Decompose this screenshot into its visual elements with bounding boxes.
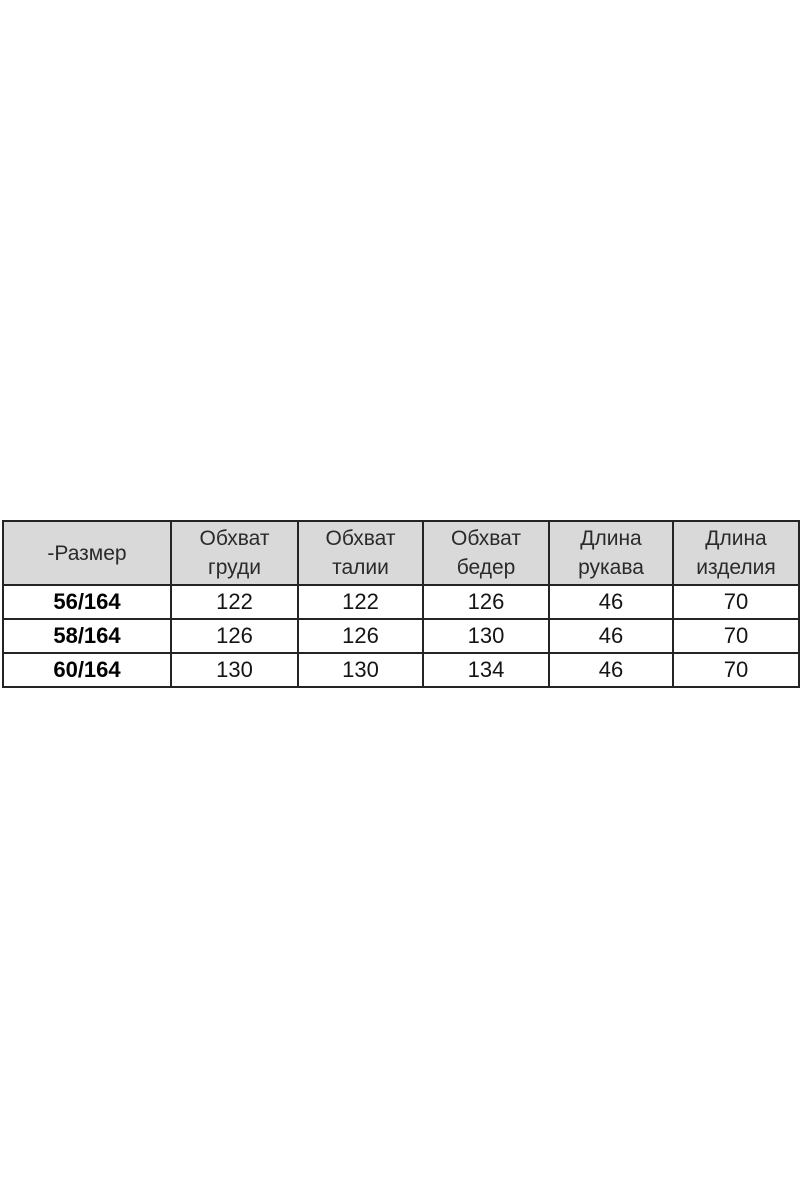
size-table-header: -Размер Обхват груди Обхват талии Обхват…: [2, 520, 800, 586]
cell-chest: 130: [170, 652, 299, 688]
header-label-sleeve-line2: рукава: [578, 556, 644, 579]
cell-chest: 122: [170, 584, 299, 620]
size-table-body: 56/164 122 122 126 46 70 58/164 126 126 …: [2, 584, 800, 688]
cell-waist: 122: [297, 584, 424, 620]
cell-waist: 130: [297, 652, 424, 688]
header-label-chest-line1: Обхват: [199, 527, 270, 550]
cell-size: 56/164: [2, 584, 172, 620]
cell-length: 70: [672, 618, 800, 654]
cell-hips: 134: [422, 652, 550, 688]
header-row: -Размер Обхват груди Обхват талии Обхват…: [2, 520, 800, 586]
header-label-size: -Размер: [47, 541, 127, 565]
header-label-waist-line2: талии: [332, 556, 389, 579]
table-row: 60/164 130 130 134 46 70: [2, 652, 800, 688]
cell-chest: 126: [170, 618, 299, 654]
cell-sleeve: 46: [548, 584, 674, 620]
cell-length: 70: [672, 652, 800, 688]
cell-size: 60/164: [2, 652, 172, 688]
cell-hips: 130: [422, 618, 550, 654]
size-table-container: -Размер Обхват груди Обхват талии Обхват…: [2, 520, 800, 688]
header-cell-length: Длина изделия: [672, 520, 800, 586]
header-label-hips-line1: Обхват: [451, 527, 521, 550]
table-row: 58/164 126 126 130 46 70: [2, 618, 800, 654]
header-label-length-line2: изделия: [696, 556, 776, 579]
header-label-waist-line1: Обхват: [325, 527, 396, 550]
header-cell-chest: Обхват груди: [170, 520, 299, 586]
cell-hips: 126: [422, 584, 550, 620]
header-label-hips-line2: бедер: [456, 556, 516, 579]
cell-length: 70: [672, 584, 800, 620]
header-label-sleeve-line1: Длина: [580, 527, 642, 550]
header-cell-waist: Обхват талии: [297, 520, 424, 586]
table-row: 56/164 122 122 126 46 70: [2, 584, 800, 620]
header-cell-hips: Обхват бедер: [422, 520, 550, 586]
header-cell-size: -Размер: [2, 520, 172, 586]
cell-size: 58/164: [2, 618, 172, 654]
header-cell-sleeve: Длина рукава: [548, 520, 674, 586]
header-label-length-line1: Длина: [705, 527, 767, 550]
cell-sleeve: 46: [548, 618, 674, 654]
cell-sleeve: 46: [548, 652, 674, 688]
header-label-chest-line2: груди: [208, 556, 261, 579]
size-table: -Размер Обхват груди Обхват талии Обхват…: [2, 520, 800, 688]
cell-waist: 126: [297, 618, 424, 654]
